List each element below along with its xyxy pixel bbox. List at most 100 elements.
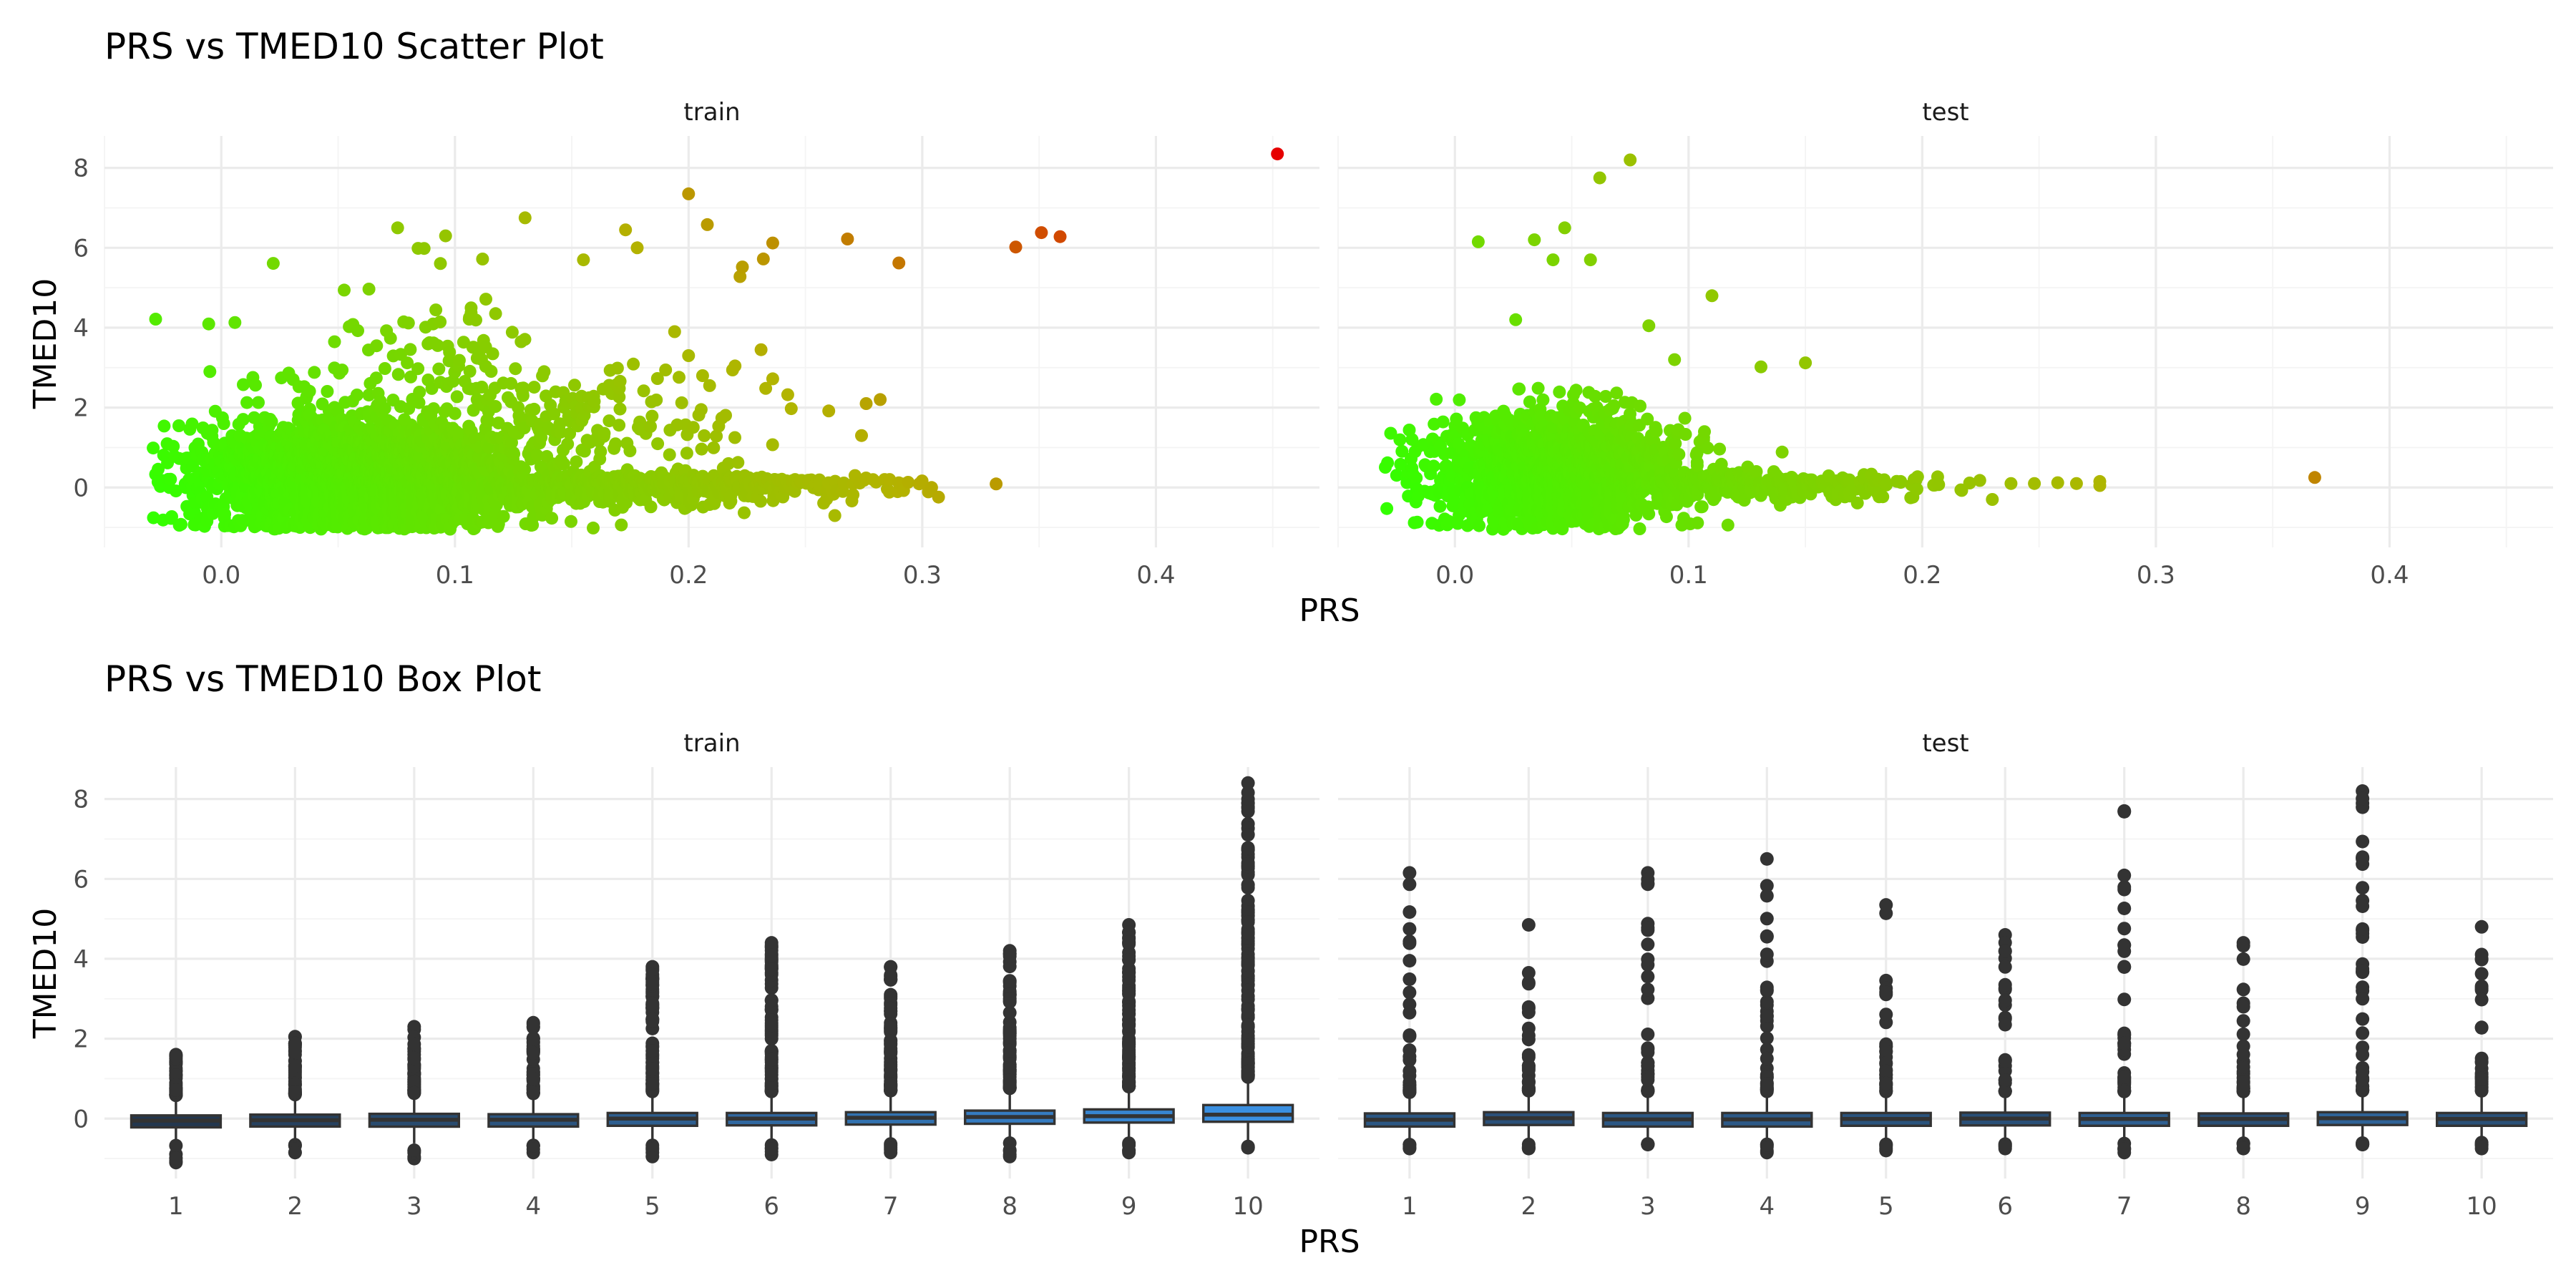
scatter-point bbox=[680, 447, 693, 460]
scatter-point bbox=[401, 356, 414, 370]
scatter-point bbox=[623, 444, 637, 457]
scatter-point bbox=[527, 381, 541, 394]
scatter-point bbox=[505, 326, 519, 339]
scatter-point bbox=[728, 359, 742, 373]
scatter-point bbox=[1607, 399, 1621, 412]
scatter-point bbox=[1430, 392, 1443, 406]
scatter-point bbox=[439, 229, 452, 243]
scatter-point bbox=[1509, 313, 1523, 326]
scatter-point bbox=[719, 409, 732, 422]
scatter-title: PRS vs TMED10 Scatter Plot bbox=[104, 26, 604, 67]
scatter-point bbox=[675, 396, 688, 409]
scatter-point bbox=[1659, 510, 1673, 524]
scatter-point bbox=[594, 445, 608, 459]
scatter-point bbox=[303, 384, 316, 398]
scatter-point bbox=[701, 218, 714, 231]
scatter-point bbox=[990, 477, 1003, 491]
scatter-point bbox=[855, 429, 868, 442]
scatter-point bbox=[412, 396, 426, 409]
scatter-point bbox=[504, 376, 518, 390]
scatter-point bbox=[561, 437, 575, 451]
scatter-point bbox=[613, 419, 626, 432]
scatter-x-tick-label: 0.0 bbox=[202, 561, 240, 590]
scatter-point bbox=[1701, 441, 1714, 454]
scatter-point bbox=[152, 462, 165, 476]
scatter-point bbox=[417, 242, 431, 255]
scatter-point bbox=[710, 429, 723, 443]
scatter-point bbox=[619, 223, 633, 237]
scatter-point bbox=[724, 494, 738, 508]
scatter-point bbox=[1427, 459, 1440, 473]
scatter-point bbox=[1695, 500, 1709, 514]
scatter-point bbox=[738, 506, 751, 519]
scatter-point bbox=[630, 241, 644, 255]
scatter-point bbox=[443, 346, 457, 359]
scatter-point bbox=[1536, 393, 1550, 406]
scatter-point bbox=[587, 394, 601, 408]
scatter-x-tick-label: 0.2 bbox=[669, 561, 708, 590]
scatter-point bbox=[1009, 240, 1023, 254]
scatter-point bbox=[1053, 230, 1067, 243]
scatter-y-tick-label: 6 bbox=[73, 234, 89, 263]
scatter-point bbox=[165, 510, 178, 523]
scatter-point bbox=[682, 349, 696, 362]
scatter-point bbox=[517, 381, 530, 395]
scatter-point bbox=[391, 221, 404, 235]
scatter-point bbox=[489, 307, 502, 321]
scatter-point bbox=[218, 507, 232, 521]
scatter-point bbox=[217, 417, 230, 430]
scatter-point bbox=[308, 366, 321, 379]
scatter-point bbox=[1271, 147, 1284, 161]
scatter-point bbox=[754, 343, 768, 356]
scatter-point bbox=[547, 407, 561, 421]
scatter-point bbox=[645, 409, 659, 423]
scatter-point bbox=[686, 421, 700, 434]
scatter-point bbox=[266, 257, 280, 270]
scatter-point bbox=[1698, 425, 1711, 439]
scatter-point bbox=[781, 388, 794, 401]
scatter-point bbox=[841, 233, 854, 245]
scatter-point bbox=[696, 369, 709, 382]
scatter-point bbox=[350, 389, 364, 401]
scatter-point bbox=[613, 374, 627, 388]
scatter-point bbox=[535, 431, 548, 444]
scatter-point bbox=[627, 357, 640, 371]
scatter-point bbox=[479, 293, 492, 306]
scatter-point bbox=[1691, 516, 1704, 530]
scatter-point bbox=[452, 353, 466, 367]
scatter-point bbox=[703, 379, 716, 392]
scatter-point bbox=[1584, 253, 1597, 267]
scatter-point bbox=[766, 438, 779, 452]
scatter-point bbox=[1569, 384, 1583, 397]
scatter-x-tick-label: 0.1 bbox=[1669, 561, 1708, 590]
scatter-point bbox=[1668, 353, 1682, 366]
scatter-point bbox=[1713, 442, 1727, 456]
scatter-point bbox=[1672, 448, 1686, 461]
scatter-point bbox=[651, 437, 665, 451]
scatter-point bbox=[537, 365, 551, 379]
scatter-point bbox=[175, 517, 187, 531]
scatter-point bbox=[338, 283, 351, 297]
scatter-point bbox=[1553, 385, 1566, 399]
scatter-point bbox=[859, 397, 873, 410]
scatter-point bbox=[149, 313, 162, 326]
scatter-point bbox=[475, 381, 489, 394]
scatter-point bbox=[1035, 226, 1048, 240]
scatter-point bbox=[476, 253, 489, 265]
scatter-point bbox=[404, 370, 417, 384]
scatter-point bbox=[249, 379, 262, 392]
scatter-point bbox=[731, 456, 745, 469]
scatter-point bbox=[321, 385, 334, 398]
scatter-point bbox=[401, 316, 415, 330]
scatter-point bbox=[172, 419, 185, 432]
scatter-point bbox=[1649, 424, 1663, 438]
scatter-x-tick-label: 0.3 bbox=[903, 561, 942, 590]
scatter-point bbox=[1678, 411, 1692, 425]
scatter-point bbox=[722, 457, 735, 470]
scatter-point bbox=[328, 335, 341, 348]
scatter-point bbox=[1679, 428, 1692, 441]
scatter-point bbox=[932, 490, 945, 504]
scatter-x-tick-label: 0.4 bbox=[2370, 561, 2409, 590]
scatter-point bbox=[1624, 153, 1637, 167]
